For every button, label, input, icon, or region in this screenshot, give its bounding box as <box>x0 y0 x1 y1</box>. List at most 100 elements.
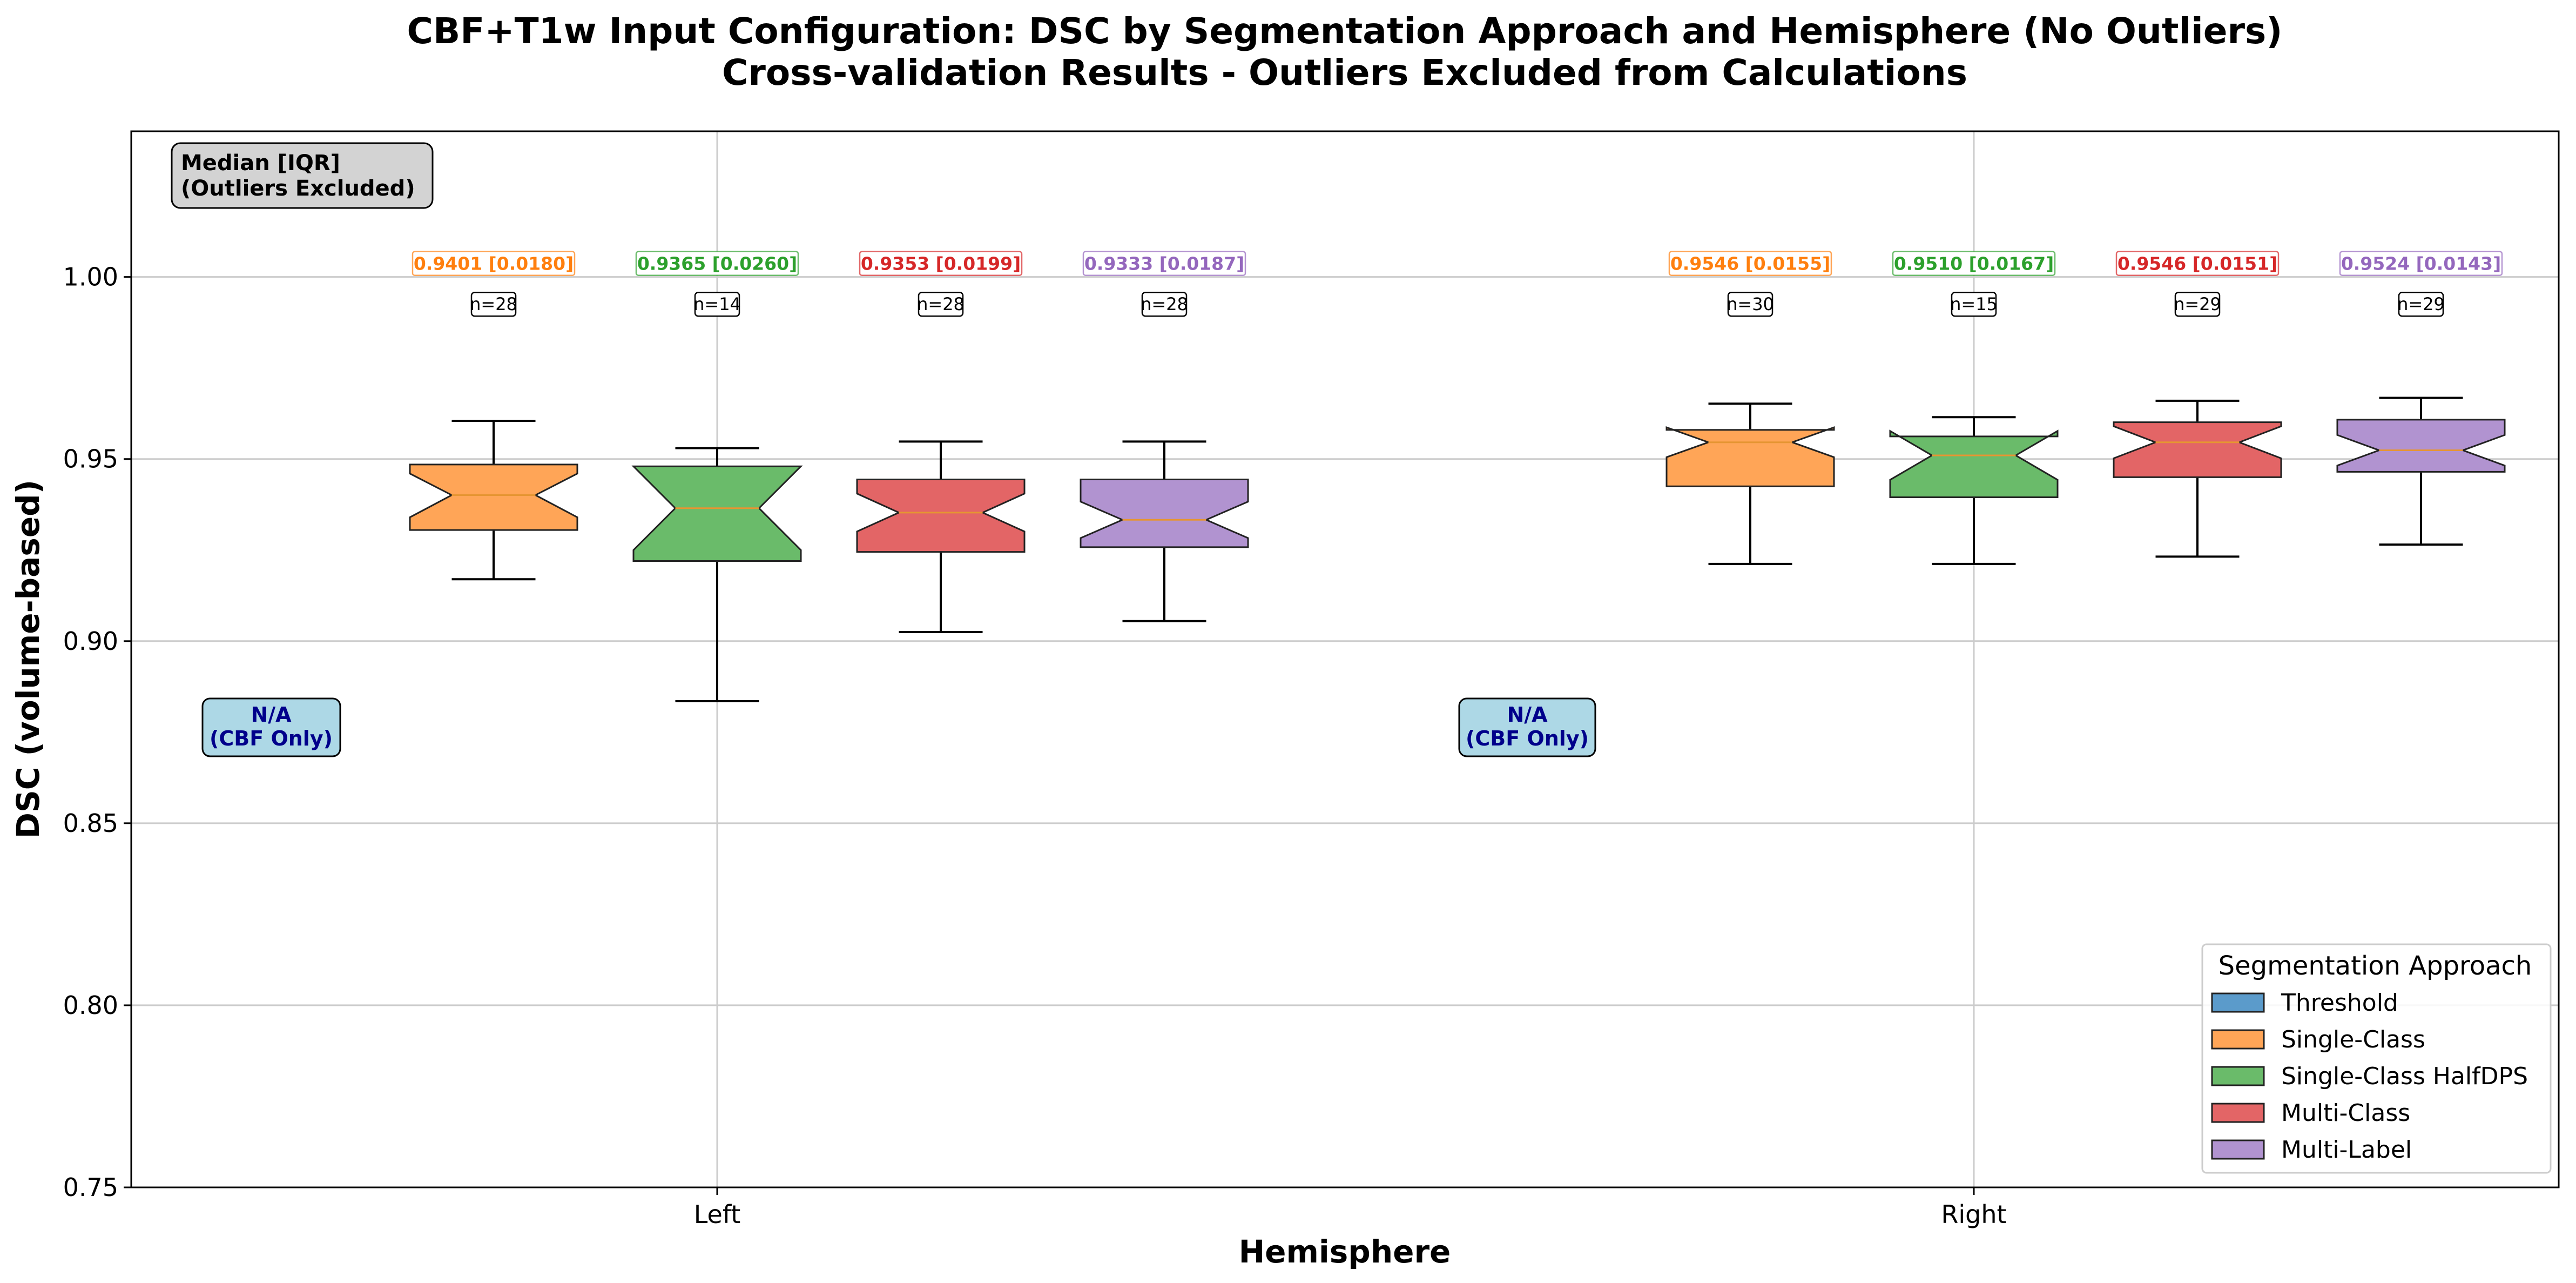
annotation-layer: 0.9401 [0.0180] n=28 0.9546 [0.0155] n=30 0.… <box>412 251 2503 317</box>
x-tick-label-right: Right <box>1941 1200 2006 1229</box>
legend-swatch <box>2211 1066 2265 1086</box>
median-iqr-label-text: 0.9401 [0.0180] <box>414 253 574 274</box>
n-label-text: n=15 <box>1950 294 1998 314</box>
box-single-class-right <box>1665 402 1835 565</box>
legend-swatch <box>2211 1029 2265 1050</box>
chart-title-line1: CBF+T1w Input Configuration: DSC by Segm… <box>407 10 2283 52</box>
n-label: n=28 <box>917 291 965 317</box>
n-label-text: n=29 <box>2174 294 2221 314</box>
n-label: n=30 <box>1727 291 1774 317</box>
median-iqr-label-text: 0.9353 [0.0199] <box>861 253 1021 274</box>
n-label-text: n=28 <box>470 294 517 314</box>
chart-title-line2: Cross-validation Results - Outliers Excl… <box>722 52 1967 93</box>
legend-entry-threshold: Threshold <box>2211 989 2398 1017</box>
n-label-frame <box>694 291 740 317</box>
box-multi-class-left <box>856 440 1026 633</box>
legend-entry-multi-class: Multi-Class <box>2211 1099 2410 1127</box>
na-right-line1: N/A <box>1507 703 1548 727</box>
median-iqr-label-frame <box>1668 251 1832 276</box>
n-label-frame <box>1951 291 1997 317</box>
n-label-text: n=29 <box>2397 294 2445 314</box>
median-iqr-label-text: 0.9510 [0.0167] <box>1894 253 2054 274</box>
n-label-frame <box>2398 291 2444 317</box>
n-label: n=28 <box>1141 291 1188 317</box>
box-multi-label-right <box>2336 397 2506 546</box>
n-label: n=29 <box>2174 291 2221 317</box>
n-label: n=28 <box>470 291 517 317</box>
y-tick-label: 0.80 <box>63 991 118 1020</box>
median-iqr-label-frame <box>2115 251 2280 276</box>
median-iqr-label: 0.9546 [0.0151] <box>2115 251 2280 276</box>
n-label: n=29 <box>2397 291 2445 317</box>
box-layer <box>409 397 2506 703</box>
median-iqr-label: 0.9510 [0.0167] <box>1892 251 2056 276</box>
box-body <box>2336 419 2506 473</box>
legend-label: Single-Class HalfDPS <box>2281 1063 2528 1090</box>
median-iqr-label: 0.9365 [0.0260] <box>635 251 799 276</box>
legend: Segmentation Approach Threshold Single-Cl… <box>2201 943 2552 1174</box>
stats-box-line2: (Outliers Excluded) <box>181 176 415 201</box>
box-multi-label-left <box>1080 440 1249 622</box>
median-iqr-label: 0.9546 [0.0155] <box>1668 251 1832 276</box>
n-label-frame <box>918 291 964 317</box>
legend-swatch <box>2211 992 2265 1013</box>
median-iqr-label-frame <box>635 251 799 276</box>
stats-box: Median [IQR] (Outliers Excluded) <box>171 142 434 209</box>
box-body <box>409 464 578 531</box>
box-single-class-halfdps-left <box>631 447 803 703</box>
median-iqr-label-frame <box>859 251 1023 276</box>
plot-frame <box>130 130 2560 1188</box>
box-body <box>1665 426 1835 487</box>
median-iqr-label-frame <box>2339 251 2503 276</box>
n-label: n=15 <box>1950 291 1998 317</box>
na-box-right: N/A (CBF Only) <box>1458 697 1596 757</box>
n-label: n=14 <box>693 291 741 317</box>
y-axis-label: DSC (volume-based) <box>10 480 46 838</box>
legend-label: Multi-Label <box>2281 1136 2412 1164</box>
n-label-text: n=28 <box>917 294 965 314</box>
na-right-line2: (CBF Only) <box>1466 727 1589 750</box>
legend-entries: Threshold Single-Class Single-Class HalfDP… <box>2211 989 2528 1164</box>
stats-box-line1: Median [IQR] <box>181 151 340 176</box>
median-iqr-label: 0.9524 [0.0143] <box>2339 251 2503 276</box>
legend-entry-single-class-halfdps: Single-Class HalfDPS <box>2211 1063 2528 1090</box>
box-body <box>856 478 1026 553</box>
y-tick-label: 1.00 <box>63 263 118 292</box>
median-iqr-label: 0.9333 [0.0187] <box>1082 251 1246 276</box>
box-single-class-halfdps-right <box>1889 416 2059 565</box>
legend-title: Segmentation Approach <box>2218 951 2532 981</box>
box-body <box>2113 421 2282 478</box>
n-label-frame <box>1727 291 1773 317</box>
box-body <box>1080 478 1249 548</box>
legend-label: Multi-Class <box>2281 1099 2410 1127</box>
tick-layer: 0.75 0.80 0.85 0.90 0.95 1.00 Left Right <box>63 263 2007 1229</box>
legend-swatch <box>2211 1139 2265 1160</box>
n-label-frame <box>2174 291 2221 317</box>
x-axis-label: Hemisphere <box>1239 1233 1451 1270</box>
n-label-text: n=28 <box>1141 294 1188 314</box>
median-iqr-label-frame <box>1082 251 1246 276</box>
median-iqr-label: 0.9401 [0.0180] <box>412 251 576 276</box>
box-single-class-left <box>409 419 578 581</box>
legend-label: Single-Class <box>2281 1026 2425 1053</box>
y-tick-label: 0.90 <box>63 627 118 656</box>
median-iqr-label-text: 0.9546 [0.0151] <box>2118 253 2277 274</box>
grid-layer <box>131 131 2559 1188</box>
median-iqr-label: 0.9353 [0.0199] <box>859 251 1023 276</box>
y-tick-label: 0.75 <box>63 1173 118 1202</box>
legend-swatch <box>2211 1103 2265 1123</box>
na-left-line1: N/A <box>251 703 292 727</box>
n-label-text: n=14 <box>693 294 741 314</box>
median-iqr-label-frame <box>412 251 576 276</box>
median-iqr-label-text: 0.9546 [0.0155] <box>1670 253 1830 274</box>
box-body <box>631 465 803 562</box>
median-iqr-label-text: 0.9333 [0.0187] <box>1084 253 1244 274</box>
legend-frame <box>2201 943 2552 1174</box>
y-tick-label: 0.95 <box>63 445 118 474</box>
na-left-line2: (CBF Only) <box>210 727 333 750</box>
n-label-frame <box>1141 291 1188 317</box>
legend-label: Threshold <box>2281 989 2398 1017</box>
n-label-frame <box>470 291 517 317</box>
legend-entry-single-class: Single-Class <box>2211 1026 2425 1053</box>
